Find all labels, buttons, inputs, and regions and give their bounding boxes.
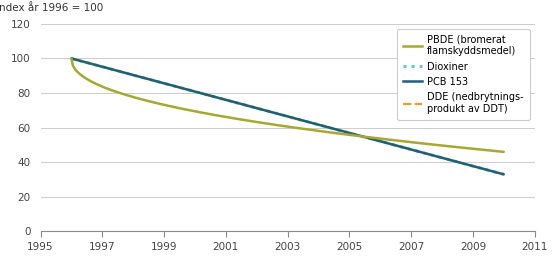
Legend: PBDE (bromerat
flamskyddsmedel), Dioxiner, PCB 153, DDE (nedbrytnings-
produkt a: PBDE (bromerat flamskyddsmedel), Dioxine… <box>397 29 530 120</box>
Text: ndex år 1996 = 100: ndex år 1996 = 100 <box>0 3 103 13</box>
